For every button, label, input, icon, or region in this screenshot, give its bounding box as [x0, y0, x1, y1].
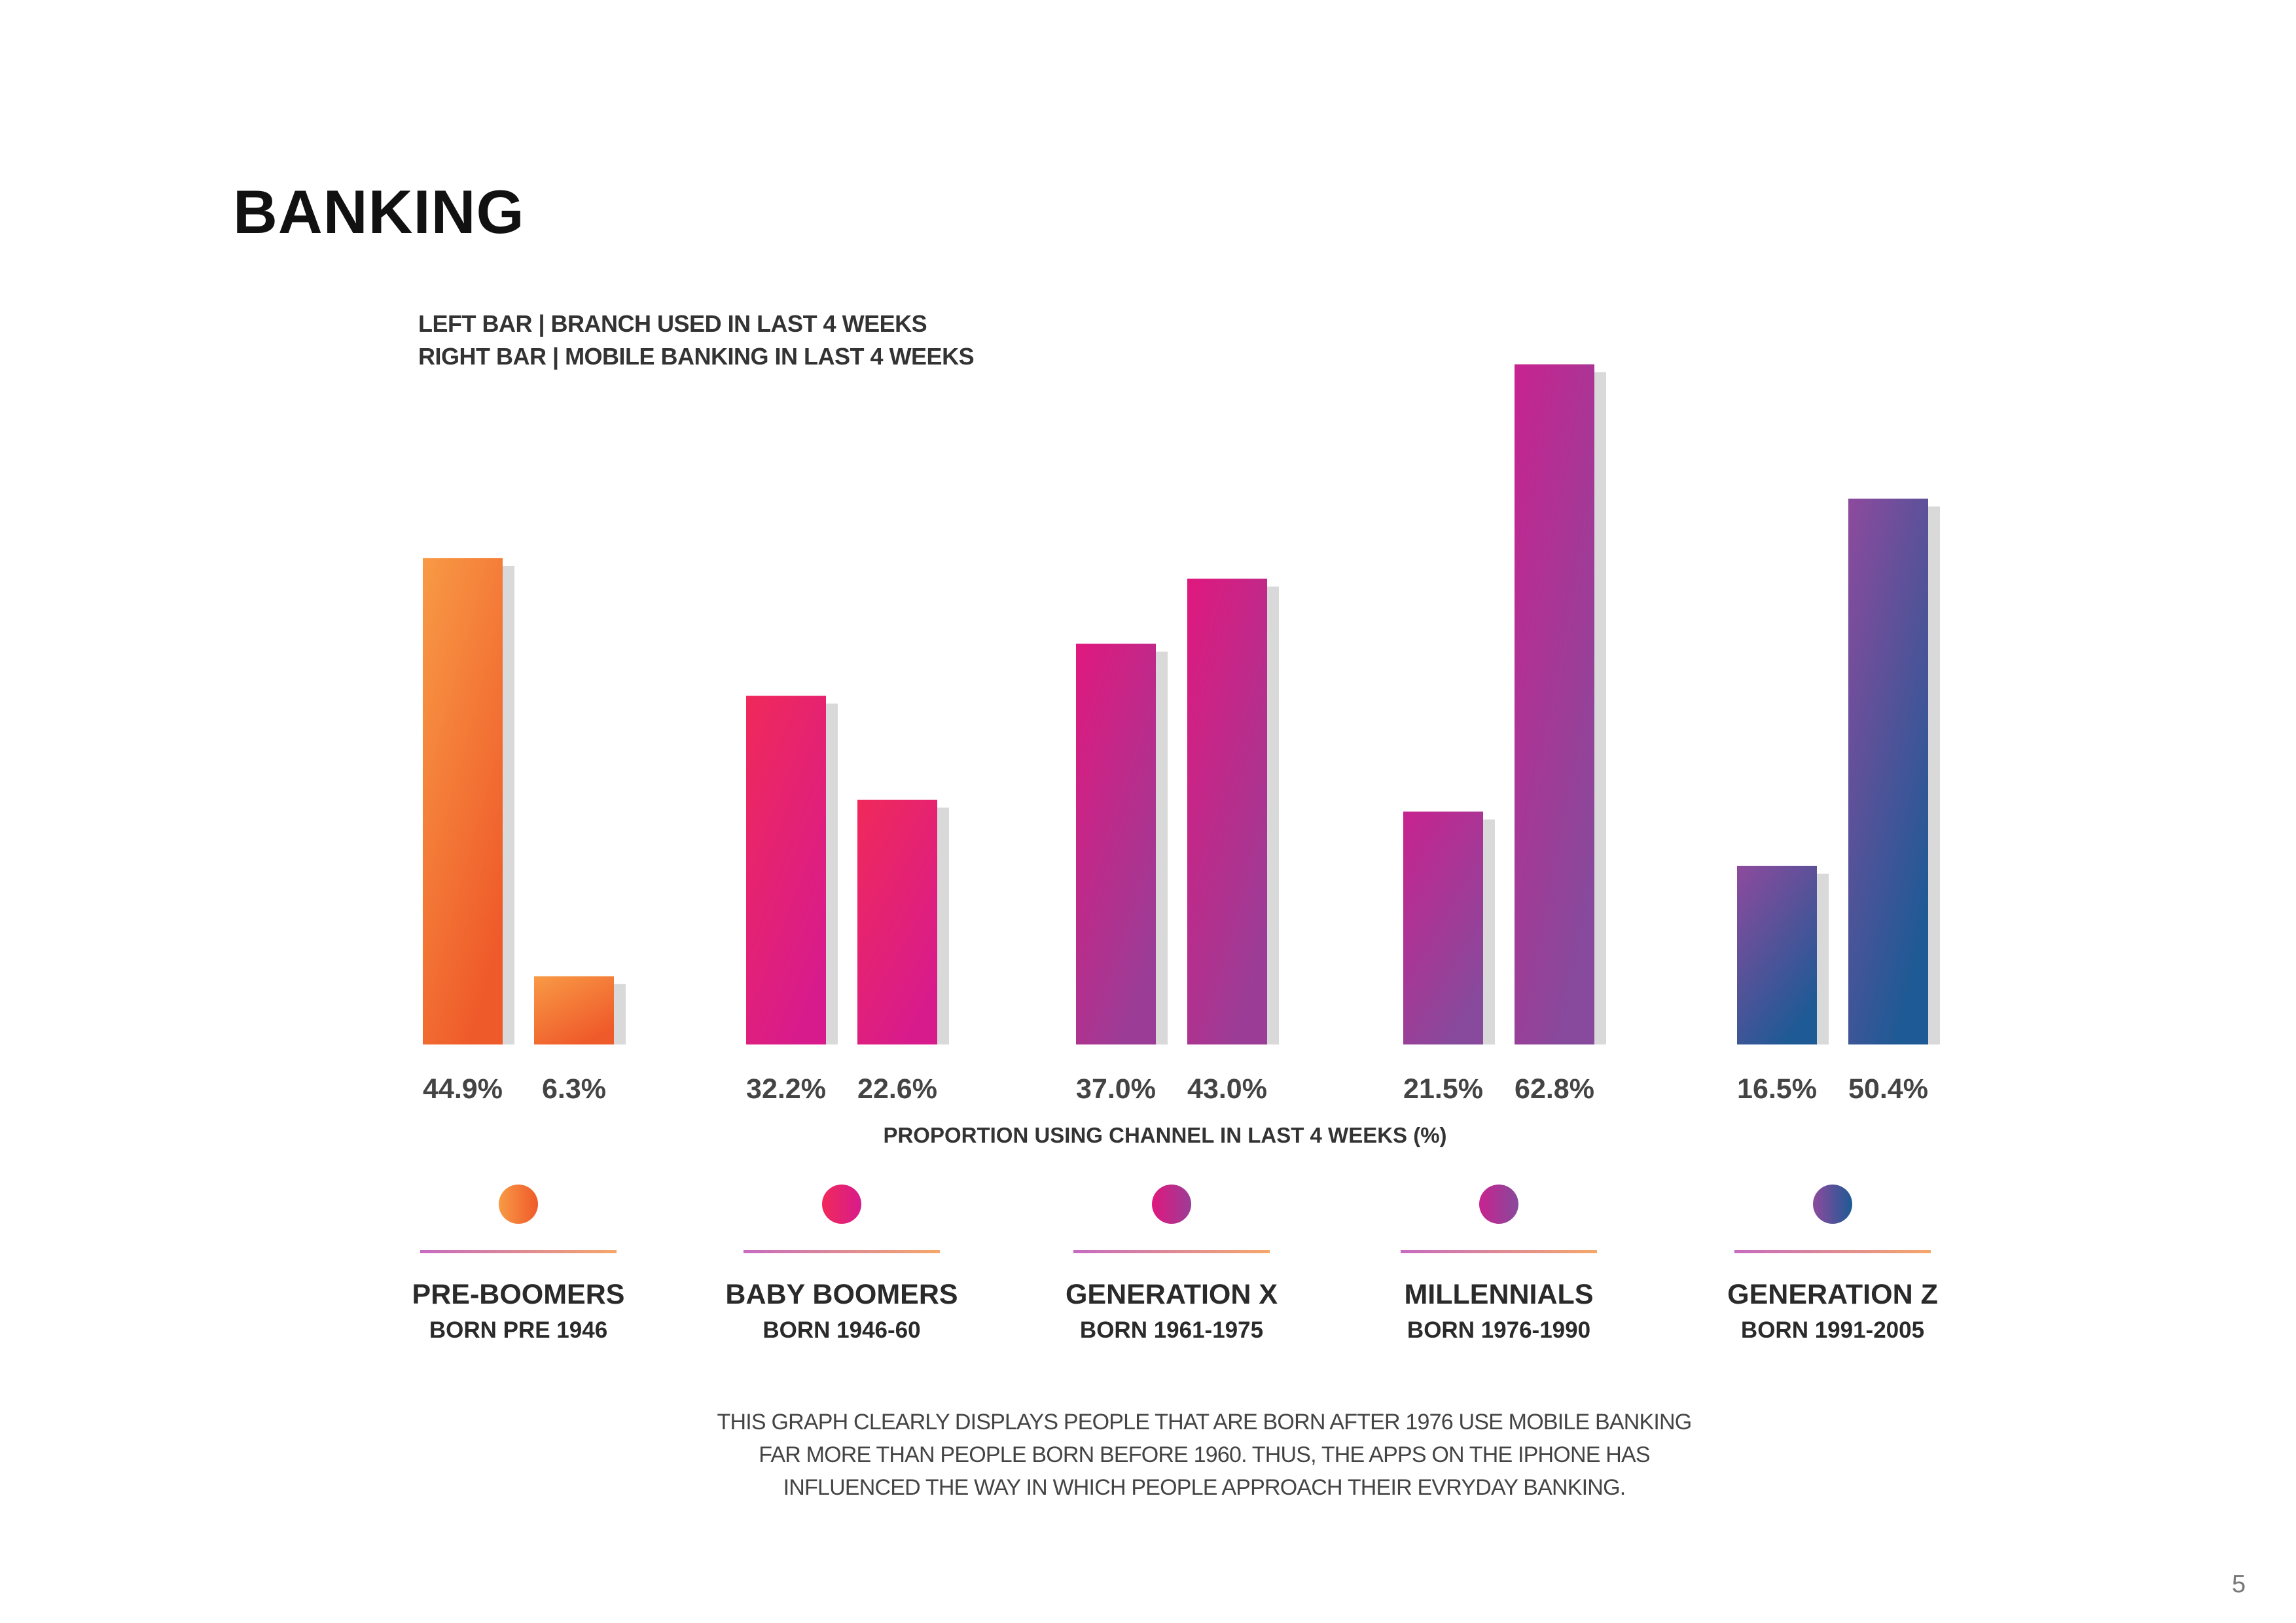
- generation-name: GENERATION Z: [1727, 1279, 1938, 1310]
- generation-name: GENERATION X: [1066, 1279, 1278, 1310]
- bar-legend-note: LEFT BAR | BRANCH USED IN LAST 4 WEEKS R…: [418, 308, 975, 373]
- page-number: 5: [2232, 1571, 2246, 1598]
- bar-millennials-mobile: [1515, 364, 1594, 1045]
- legend-dot: [1152, 1185, 1191, 1224]
- generation-legend: PRE-BOOMERS BORN PRE 1946 BABY BOOMERS BORN…: [412, 1185, 1938, 1343]
- legend-dot: [1479, 1185, 1518, 1224]
- value-label: 22.6%: [857, 1073, 937, 1105]
- generation-born: BORN 1976-1990: [1407, 1317, 1590, 1343]
- bar-generation-z-branch: [1737, 865, 1817, 1044]
- x-axis-title: PROPORTION USING CHANNEL IN LAST 4 WEEKS…: [883, 1123, 1446, 1147]
- legend-divider: [1401, 1250, 1597, 1253]
- generation-born: BORN 1991-2005: [1741, 1317, 1924, 1343]
- labels-layer: 44.9% 6.3% 32.2% 22.6% 37.0% 43.0% 21.5% 62.8% 1…: [423, 1073, 1928, 1105]
- bar-pre-boomers-branch: [423, 558, 503, 1044]
- legend-left-bar: LEFT BAR | BRANCH USED IN LAST 4 WEEKS: [418, 310, 927, 337]
- bar-baby-boomers-mobile: [857, 799, 937, 1044]
- bars-layer: [423, 364, 1940, 1045]
- generation-born: BORN PRE 1946: [429, 1317, 607, 1343]
- generation-born: BORN 1946-60: [762, 1317, 920, 1343]
- generation-name: PRE-BOOMERS: [412, 1279, 625, 1310]
- bar-generation-x-mobile: [1187, 579, 1267, 1044]
- legend-dot: [822, 1185, 861, 1224]
- generation-name: MILLENNIALS: [1404, 1279, 1593, 1310]
- page-title: BANKING: [233, 177, 525, 246]
- generation-name: BABY BOOMERS: [725, 1279, 958, 1310]
- value-label: 62.8%: [1515, 1073, 1594, 1105]
- bar-generation-z-mobile: [1848, 498, 1928, 1044]
- bar-millennials-branch: [1403, 812, 1483, 1044]
- value-label: 44.9%: [423, 1073, 503, 1105]
- legend-divider: [1073, 1250, 1270, 1253]
- value-label: 32.2%: [746, 1073, 826, 1105]
- bar-pre-boomers-mobile: [534, 976, 614, 1044]
- bar-generation-x-branch: [1076, 643, 1156, 1044]
- value-label: 16.5%: [1737, 1073, 1817, 1105]
- value-label: 37.0%: [1076, 1073, 1156, 1105]
- legend-dot: [499, 1185, 538, 1224]
- legend-divider: [420, 1250, 617, 1253]
- legend-right-bar: RIGHT BAR | MOBILE BANKING IN LAST 4 WEE…: [418, 343, 975, 370]
- value-label: 43.0%: [1187, 1073, 1267, 1105]
- legend-dot: [1813, 1185, 1852, 1224]
- legend-divider: [744, 1250, 940, 1253]
- value-label: 21.5%: [1403, 1073, 1483, 1105]
- generation-born: BORN 1961-1975: [1080, 1317, 1263, 1343]
- caption-text: THIS GRAPH CLEARLY DISPLAYS PEOPLE THAT …: [717, 1410, 1693, 1500]
- legend-divider: [1734, 1250, 1931, 1253]
- value-label: 6.3%: [542, 1073, 606, 1105]
- bar-baby-boomers-branch: [746, 696, 826, 1044]
- value-label: 50.4%: [1848, 1073, 1928, 1105]
